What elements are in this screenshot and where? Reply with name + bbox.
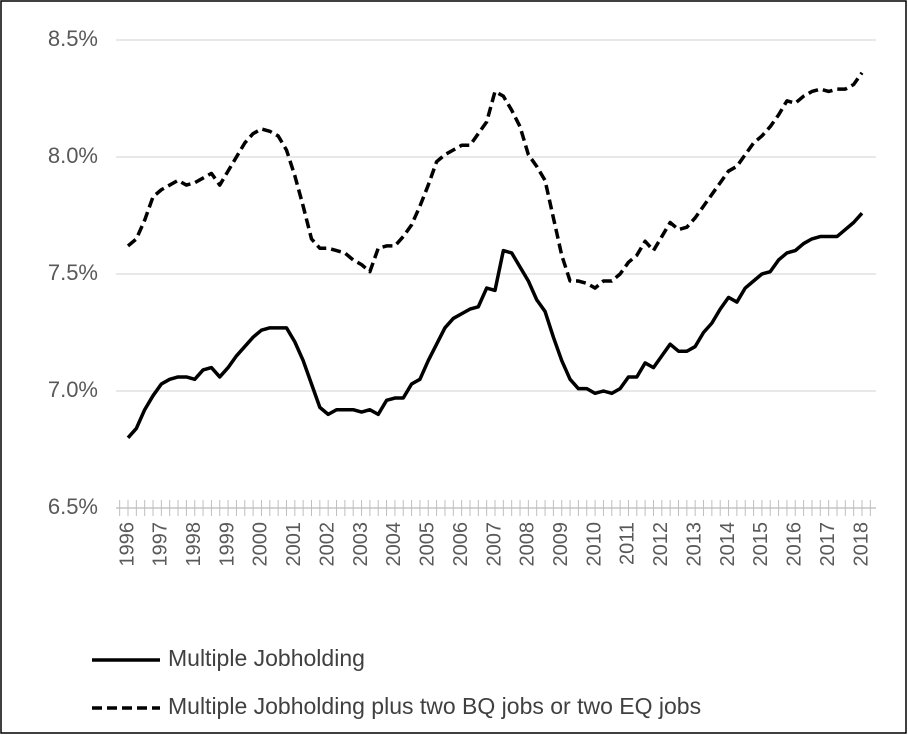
legend-label: Multiple Jobholding [168,645,365,671]
y-tick-label: 8.5% [48,26,98,51]
data-line [126,71,864,290]
x-tick-label: 2009 [550,522,572,567]
x-tick-label: 2007 [483,522,505,567]
x-tick-label: 2005 [417,522,439,567]
x-tick-label: 2018 [850,522,872,567]
x-tick-label: 1998 [183,522,205,567]
y-tick-label: 7.5% [48,260,98,285]
x-tick-label: 2002 [316,522,338,567]
x-tick-label: 2003 [350,522,372,567]
legend-label: Multiple Jobholding plus two BQ jobs or … [168,693,701,719]
x-tick-label: 1999 [216,522,238,567]
y-tick-label: 6.5% [48,494,98,519]
x-tick-label: 2014 [717,522,739,567]
x-tick-label: 2012 [650,522,672,567]
x-tick-label: 2001 [283,522,305,567]
x-tick-label: 2017 [817,522,839,567]
x-tick-label: 2015 [750,522,772,567]
x-tick-label: 2011 [617,522,639,565]
x-tick-label: 2000 [250,522,272,567]
x-tick-label: 1996 [116,522,138,567]
x-tick-label: 2013 [683,522,705,567]
x-tick-label: 2004 [383,522,405,567]
data-line [126,211,864,439]
y-tick-label: 8.0% [48,143,98,168]
y-tick-label: 7.0% [48,377,98,402]
x-tick-label: 1997 [150,522,172,567]
x-tick-label: 2006 [450,522,472,567]
x-tick-label: 2008 [517,522,539,567]
x-tick-label: 2010 [583,522,605,567]
x-tick-label: 2016 [784,522,806,567]
